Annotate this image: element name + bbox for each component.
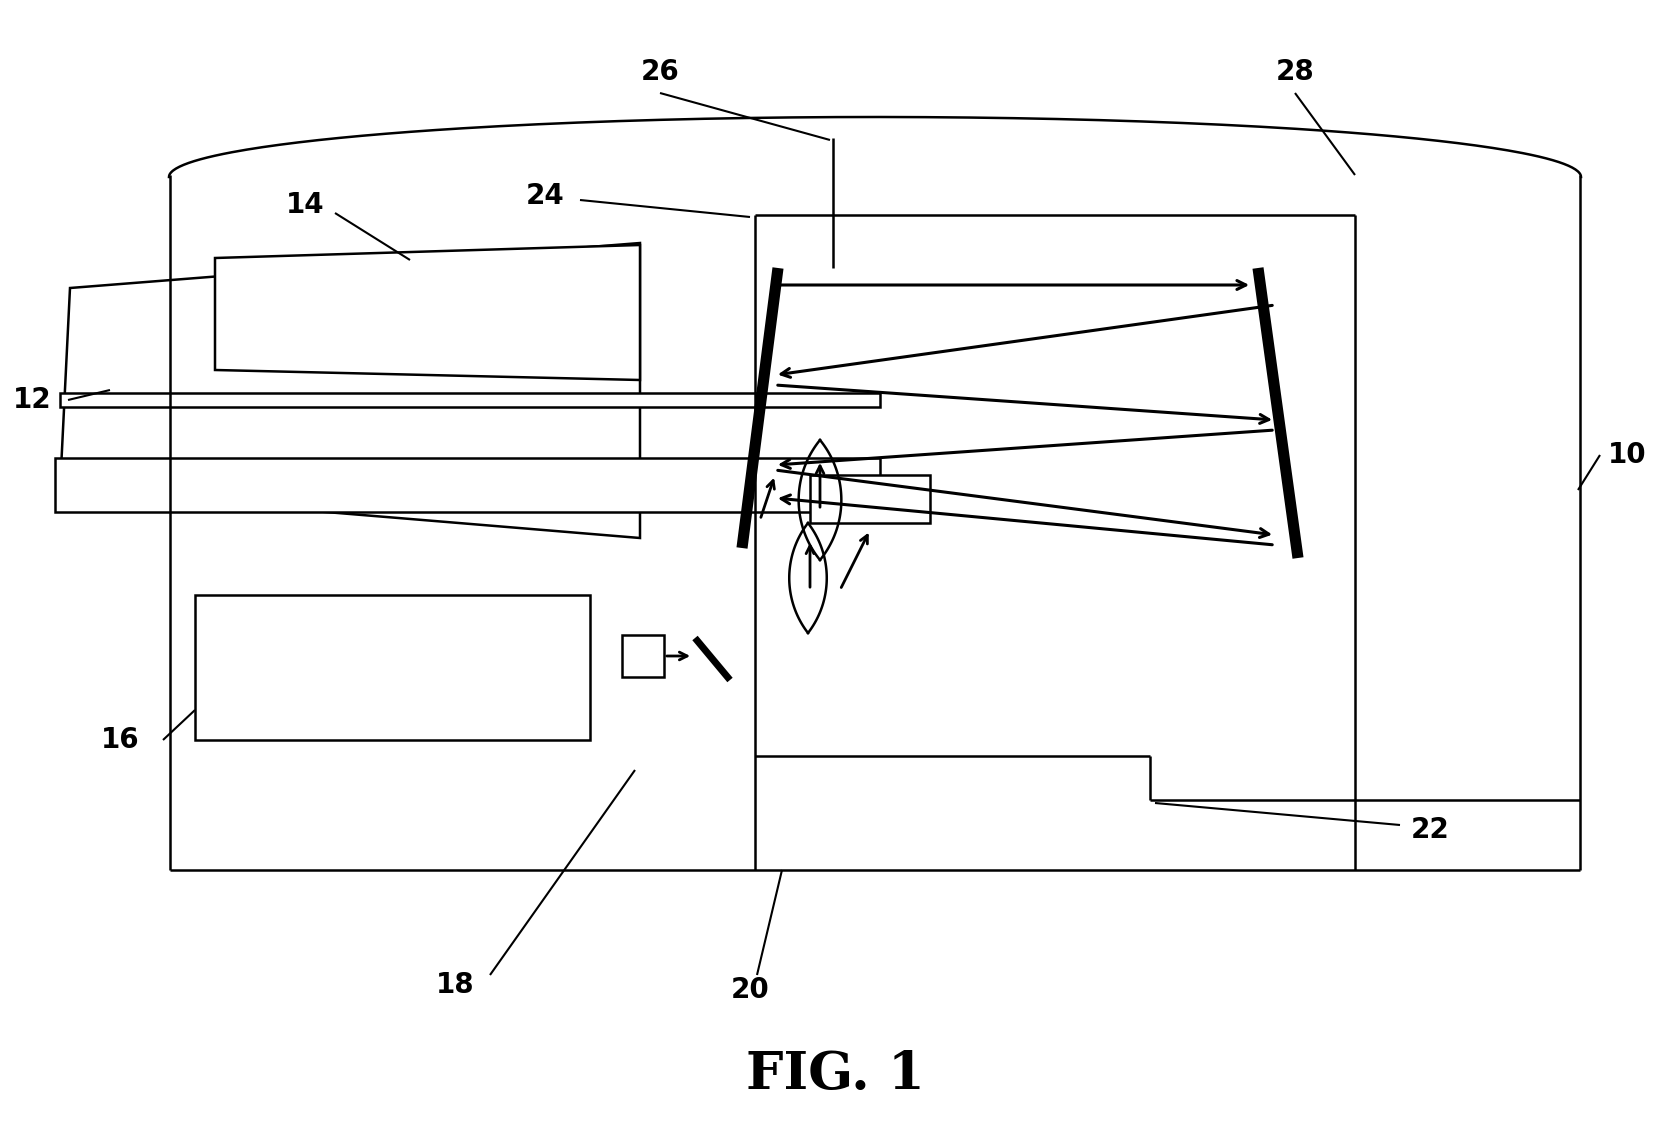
Text: 20: 20 (730, 976, 769, 1004)
Text: 16: 16 (100, 726, 139, 755)
Text: 14: 14 (286, 191, 324, 219)
Bar (622, 635, 663, 677)
Text: 26: 26 (640, 58, 680, 86)
Bar (810, 475, 931, 523)
Text: 24: 24 (526, 182, 565, 210)
Text: 28: 28 (1275, 58, 1315, 86)
Text: 12: 12 (13, 386, 52, 414)
Text: 10: 10 (1608, 441, 1646, 469)
Text: 18: 18 (436, 971, 475, 998)
Polygon shape (60, 243, 640, 538)
Polygon shape (60, 393, 881, 406)
Polygon shape (216, 245, 640, 380)
Text: 22: 22 (1410, 816, 1449, 844)
Polygon shape (55, 458, 881, 512)
Bar (196, 595, 590, 740)
Text: FIG. 1: FIG. 1 (745, 1050, 924, 1100)
